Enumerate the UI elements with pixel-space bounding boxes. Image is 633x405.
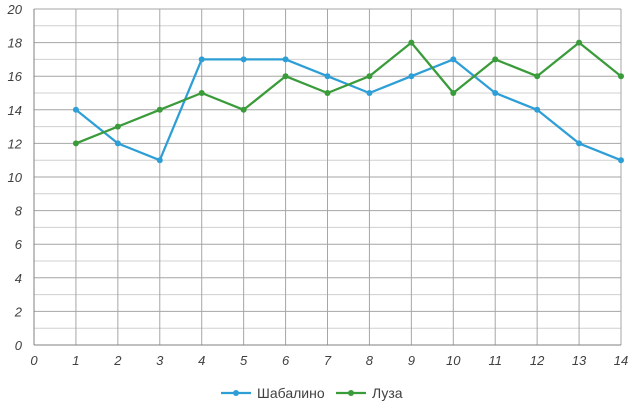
y-tick-label: 16: [8, 69, 23, 84]
series-2-point: [450, 90, 457, 96]
legend: Шабалино Луза: [221, 385, 403, 401]
series-1-point: [366, 90, 373, 96]
plot-area: [72, 39, 624, 164]
x-tick-label: 5: [240, 353, 248, 368]
y-tick-label: 12: [8, 136, 23, 151]
series-2-point: [366, 73, 373, 80]
legend-swatch-marker: [233, 390, 239, 396]
y-tick-label: 10: [8, 170, 23, 185]
series-1-point: [576, 140, 583, 147]
x-tick-label: 3: [156, 353, 164, 368]
series-1-point: [240, 56, 247, 63]
series-2-point: [240, 106, 247, 113]
x-tick-label: 8: [366, 353, 374, 368]
x-tick-label: 0: [30, 353, 38, 368]
x-axis-ticks: 0 1 2 3 4 5 6 7 8 9 10 11 12 13 14: [30, 353, 628, 368]
series-1-point: [492, 90, 499, 96]
x-tick-label: 11: [488, 353, 502, 368]
series-2-point: [534, 73, 541, 80]
series-1-point: [156, 157, 163, 164]
y-tick-label: 8: [15, 204, 23, 219]
x-tick-label: 1: [72, 353, 79, 368]
legend-label: Луза: [372, 385, 403, 401]
y-tick-label: 6: [15, 237, 23, 252]
series-1-point: [282, 56, 289, 63]
y-axis-ticks: 0 2 4 6 8 10 12 14 16 18 20: [7, 2, 23, 353]
x-tick-label: 4: [198, 353, 205, 368]
x-tick-label: 13: [572, 353, 587, 368]
series-1-point: [534, 106, 541, 113]
series-2-point: [72, 140, 79, 147]
y-tick-label: 0: [15, 338, 23, 353]
series-line-2: [75, 41, 622, 145]
legend-label: Шабалино: [257, 385, 325, 401]
series-1-point: [198, 56, 205, 63]
x-tick-label: 6: [282, 353, 290, 368]
x-tick-label: 10: [446, 353, 461, 368]
series-2-point: [324, 90, 331, 96]
y-tick-label: 20: [7, 2, 23, 17]
y-tick-label: 4: [15, 271, 22, 286]
x-tick-label: 12: [530, 353, 545, 368]
series-2-point: [576, 39, 583, 46]
series-1-point: [450, 56, 457, 63]
series-1-point: [72, 106, 79, 113]
x-tick-label: 9: [408, 353, 415, 368]
x-tick-label: 2: [113, 353, 122, 368]
legend-swatch-marker: [348, 390, 354, 396]
y-tick-label: 18: [8, 36, 23, 51]
series-2-point: [114, 123, 121, 130]
series-1-point: [324, 73, 331, 80]
y-tick-label: 2: [14, 304, 23, 319]
x-tick-label: 7: [324, 353, 332, 368]
series-2-point: [198, 90, 205, 96]
series-2-point: [156, 106, 163, 113]
series-2-point: [492, 56, 499, 63]
series-2-point: [618, 73, 624, 80]
chart-grid: [33, 8, 622, 346]
y-tick-label: 14: [8, 103, 22, 118]
series-1-point: [114, 140, 121, 147]
series-1-point: [618, 157, 624, 164]
series-2-point: [282, 73, 289, 80]
series-1-point: [408, 73, 415, 80]
series-2-point: [408, 39, 415, 46]
x-tick-label: 14: [614, 353, 628, 368]
